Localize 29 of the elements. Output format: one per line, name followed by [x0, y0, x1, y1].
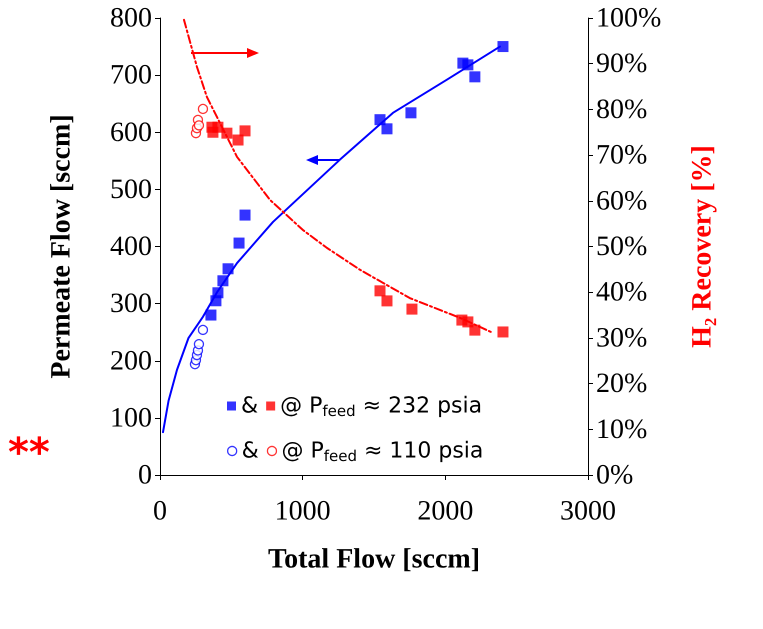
y2-tick-label: 30% [596, 322, 648, 354]
x-tick-label: 1000 [274, 496, 331, 526]
y2-axis-title: H₂ Recovery [%] [686, 145, 718, 348]
y2-tick-label: 10% [596, 414, 648, 445]
y-tick-label: 300 [110, 288, 152, 320]
y2-tick-label: 90% [596, 48, 648, 80]
y-axis-title: Permeate Flow [sccm] [46, 114, 76, 379]
y2-tick-label: 40% [596, 276, 648, 308]
y-tick-label: 0 [138, 460, 152, 490]
y-tick-label: 200 [110, 345, 152, 376]
legend-label: & [241, 394, 258, 418]
y2-tick-label: 70% [596, 140, 648, 171]
y-tick-label: 700 [110, 60, 152, 91]
y2-tick-label: 0% [596, 460, 634, 490]
y2-tick-label: 60% [596, 185, 648, 216]
y-tick-label: 600 [110, 116, 152, 148]
y-tick-label: 400 [110, 231, 152, 262]
legend-label: & [242, 438, 259, 464]
y-tick-label: 800 [110, 2, 152, 34]
y-tick-label: 100 [110, 402, 152, 434]
y2-tick-label: 100% [596, 2, 662, 34]
x-tick-label: 3000 [560, 496, 616, 526]
y2-tick-label: 50% [596, 231, 648, 262]
x-axis-title: Total Flow [sccm] [268, 544, 480, 574]
y-tick-label: 500 [110, 174, 152, 205]
y2-tick-label: 20% [596, 368, 648, 400]
text: ** [8, 430, 50, 476]
y2-tick-label: 80% [596, 94, 648, 125]
x-tick-label: 2000 [417, 496, 474, 526]
